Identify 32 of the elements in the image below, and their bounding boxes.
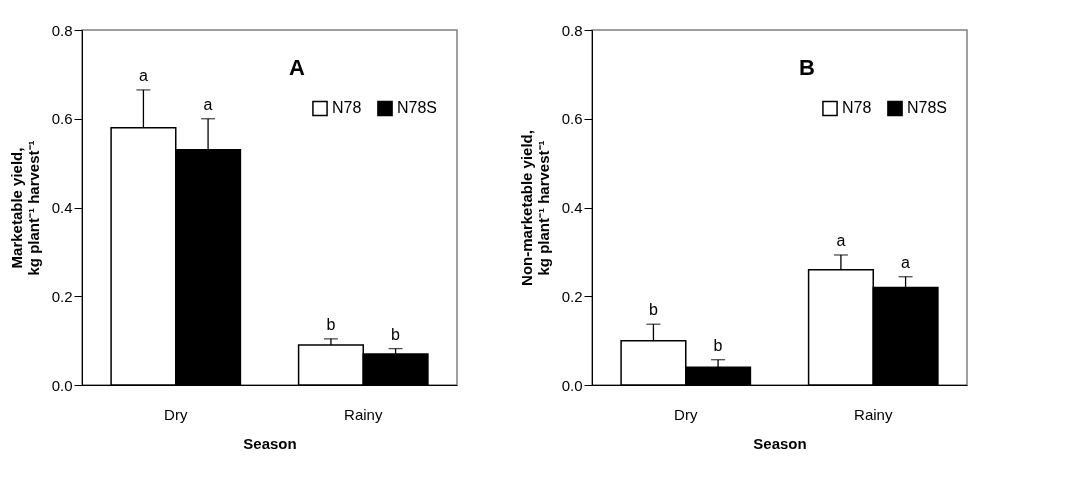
data-label: a <box>901 253 911 271</box>
x-tick-label: Dry <box>164 405 188 423</box>
y-tick-label: 0.8 <box>561 21 583 39</box>
data-label: b <box>713 336 723 354</box>
legend-label: N78 <box>842 99 872 117</box>
x-axis-title: Season <box>243 434 297 452</box>
x-tick-label: Rainy <box>854 405 893 423</box>
y-tick-label: 0.8 <box>51 21 73 39</box>
data-label: b <box>648 301 658 319</box>
data-label: a <box>203 95 213 113</box>
text: B <box>799 55 815 80</box>
y-tick-label: 0.0 <box>51 376 73 394</box>
legend-label: N78 <box>332 99 362 117</box>
x-tick-label: Dry <box>674 405 698 423</box>
y-tick-label: 0.4 <box>51 199 73 216</box>
y-axis-title: Non-marketable yield, kg plant⁻¹ harvest⁻¹ <box>517 130 552 286</box>
y-tick-label: 0.0 <box>561 376 583 394</box>
y-tick-label: 0.4 <box>561 199 583 216</box>
y-axis-title: Marketable yield, kg plant⁻¹ harvest⁻¹ <box>7 140 42 276</box>
data-label: b <box>391 325 401 343</box>
legend-label: N78S <box>397 99 438 117</box>
x-tick-label: Rainy <box>344 405 383 423</box>
y-tick-label: 0.2 <box>51 287 73 305</box>
x-axis-title: Season <box>753 434 807 452</box>
data-label: b <box>326 315 336 333</box>
y-tick-label: 0.6 <box>561 110 583 128</box>
y-tick-label: 0.6 <box>51 110 73 128</box>
data-label: a <box>138 66 148 84</box>
text: A <box>289 55 306 80</box>
legend-label: N78S <box>907 99 948 117</box>
data-label: a <box>836 231 846 249</box>
y-tick-label: 0.2 <box>561 287 583 305</box>
